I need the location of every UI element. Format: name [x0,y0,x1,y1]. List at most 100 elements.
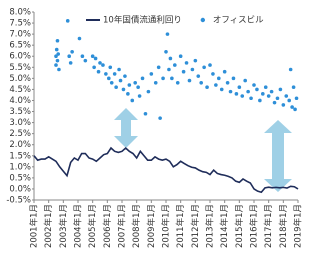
x-tick-label: 2004年1月 [73,204,84,248]
x-tick-label: 2012年1月 [190,204,201,248]
y-tick-label: 6.5% [9,41,31,51]
scatter-point [266,94,271,98]
scatter-point [54,63,58,67]
chart: -0.5% 0.0%0.5%1.0%1.5%2.0%2.5%3.0%3.5%4.0… [6,8,303,249]
x-tick-label: 2014年1月 [219,204,230,248]
scatter-point [263,85,268,89]
scatter-point [246,89,250,94]
scatter-point [136,85,140,89]
y-tick-label: 7.5% [9,19,31,29]
y-tick-label: 2.5% [9,129,31,139]
x-tick-label: 2003年1月 [58,204,69,248]
scatter-point [98,61,102,65]
scatter-point [231,76,236,81]
x-tick-label: 2006年1月 [102,204,113,248]
scatter-point [255,87,259,92]
scatter-point [196,74,201,78]
scatter-point [173,63,177,67]
x-tick-label: 2005年1月 [87,204,98,248]
scatter-point [290,105,294,109]
arrow-2018 [264,120,292,192]
y-tick-label: 0.5% [9,173,31,183]
y-tick-label: 0.0% [9,184,31,194]
scatter-point [67,54,71,59]
scatter-point [70,50,74,54]
scatter-point [83,58,88,63]
y-tick-label: -0.5% [6,196,31,206]
scatter-point [137,94,142,98]
scatter-point [126,92,130,96]
scatter-point [118,78,123,83]
scatter-point [164,50,168,54]
x-tick-label: 2010年1月 [161,204,172,248]
scatter-point [57,67,61,72]
scatter-point [149,72,154,76]
scatter-point [243,78,247,83]
scatter-point [281,103,286,107]
scatter-point [167,67,171,72]
scatter-point [240,94,245,98]
scatter-point [193,58,198,63]
scatter-point [146,89,151,94]
scatter-point [96,69,101,74]
y-tick-label: 1.5% [9,151,31,161]
x-tick-label: 2002年1月 [43,204,54,248]
scatter-point [272,100,277,105]
scatter-point [214,83,218,87]
x-tick-label: 2018年1月 [278,204,289,248]
scatter-point [65,19,70,23]
scatter-point [107,76,111,81]
scatter-point [161,76,165,81]
scatter-point [112,72,117,76]
y-tick-label: 8.0% [9,8,31,18]
scatter-point [127,83,132,87]
scatter-point [108,65,113,70]
line-series [33,146,299,194]
scatter-point [93,56,98,61]
scatter-point [170,76,174,81]
scatter-point [181,69,186,74]
scatter-point [140,76,145,81]
scatter-point [80,54,85,59]
x-tick-label: 2009年1月 [146,204,157,248]
scatter-point [291,85,296,89]
scatter-point [117,67,121,72]
x-tick-label: 2011年1月 [175,204,186,248]
scatter-point [288,67,293,72]
scatter-point [178,54,183,59]
arrow-2007 [114,108,138,148]
scatter-point [237,85,242,89]
scatter-point [278,87,283,92]
scatter-point [130,98,135,103]
scatter-point [208,63,212,67]
x-tick-label: 2017年1月 [263,204,274,248]
scatter-point [143,111,148,116]
y-tick-label: 6.0% [9,52,31,62]
scatter-point [156,65,161,70]
x-tick-label: 2016年1月 [249,204,260,248]
scatter-point [153,80,158,85]
scatter-point [217,76,221,81]
scatter-point [261,92,265,96]
scatter-point [249,96,253,101]
scatter-point [234,92,239,96]
scatter-point [258,98,262,103]
scatter-point [205,85,209,89]
legend-swatch [200,17,206,23]
scatter-point [121,87,126,92]
scatter-point [225,80,230,85]
scatter-point [55,58,60,63]
scatter-point [168,56,173,61]
scatter-point [90,54,95,59]
scatter-point [269,89,274,94]
scatter-point [294,96,299,101]
scatter-point [101,63,105,67]
scatter-point [202,65,206,70]
scatter-point [165,32,170,36]
scatter-point [222,69,227,74]
scatter-point [287,98,292,103]
scatter-point [275,96,280,101]
scatter-point [284,94,289,98]
scatter-point [199,80,203,85]
scatter-point [187,78,192,83]
